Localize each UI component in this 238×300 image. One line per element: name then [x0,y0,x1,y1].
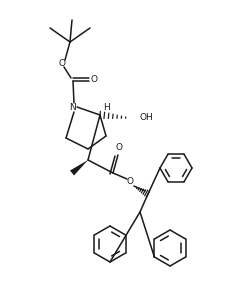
Text: O: O [59,58,65,68]
Text: O: O [90,76,98,85]
Polygon shape [70,160,88,176]
Text: N: N [69,103,75,112]
Text: O: O [115,143,123,152]
Text: H: H [104,103,110,112]
Text: O: O [127,178,134,187]
Text: OH: OH [139,113,153,122]
